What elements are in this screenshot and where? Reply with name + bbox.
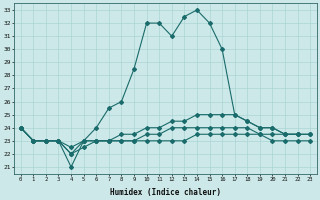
X-axis label: Humidex (Indice chaleur): Humidex (Indice chaleur) [110, 188, 221, 197]
